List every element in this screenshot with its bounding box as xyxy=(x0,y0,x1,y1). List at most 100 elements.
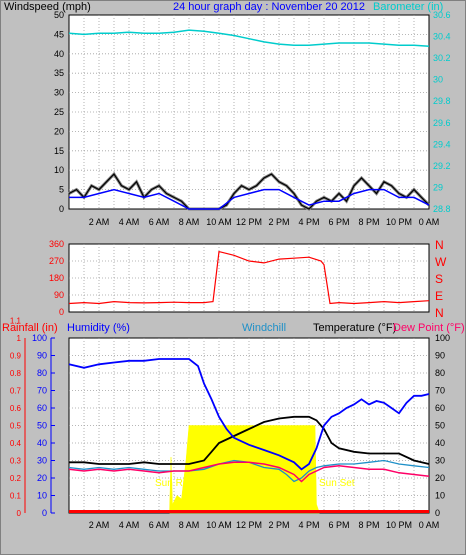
windspeed-tick-label: 25 xyxy=(54,107,64,117)
humidity-tick-label: 80 xyxy=(37,368,47,378)
rainfall-tick-label: 0.5 xyxy=(10,422,22,431)
direction-tick-label: 270 xyxy=(49,256,64,266)
rainfall-tick-label: 0 xyxy=(17,509,22,518)
windspeed-tick-label: 5 xyxy=(59,185,64,195)
barometer-tick-label: 29.6 xyxy=(433,118,451,128)
x-tick-label: 6 PM xyxy=(328,520,349,530)
compass-direction-label: E xyxy=(435,289,443,303)
panel3-rain-ticks: 0 0.1 0.2 0.3 0.4 0.5 0.6 0.7 0.8 0.9 1 1.1 xyxy=(10,317,26,518)
rainfall-tick-label: 0.4 xyxy=(10,439,22,448)
x-tick-label: 6 AM xyxy=(149,217,170,227)
wind-average-series xyxy=(69,188,430,210)
temperature-tick-label: 90 xyxy=(435,351,445,361)
chart-title: 24 hour graph day : November 20 2012 xyxy=(173,1,365,13)
panel3-humidity-ticks: 0 10 20 30 40 50 60 70 80 90 100 xyxy=(32,333,55,518)
sunset-label: Sun Set xyxy=(319,478,355,489)
humidity-tick-label: 30 xyxy=(37,456,47,466)
humidity-axis-label: Humidity (%) xyxy=(67,322,130,334)
humidity-tick-label: 40 xyxy=(37,438,47,448)
temperature-tick-label: 70 xyxy=(435,386,445,396)
x-tick-label: 4 AM xyxy=(119,520,140,530)
compass-direction-label: N xyxy=(435,306,444,320)
x-tick-label: 10 PM xyxy=(386,520,412,530)
windchill-axis-label: Windchill xyxy=(242,322,286,334)
panel1-series xyxy=(68,29,431,211)
x-tick-label: 2 PM xyxy=(268,520,289,530)
humidity-tick-label: 0 xyxy=(42,508,47,518)
rainfall-tick-label: 0.8 xyxy=(10,369,22,378)
barometer-tick-label: 30.2 xyxy=(433,53,451,63)
x-tick-label: 8 PM xyxy=(358,217,379,227)
panel2-series xyxy=(68,250,430,305)
x-tick-label: 8 PM xyxy=(358,520,379,530)
barometer-tick-label: 30 xyxy=(433,75,443,85)
compass-direction-label: W xyxy=(435,255,447,269)
x-tick-label: 8 AM xyxy=(179,520,200,530)
temperature-axis-label: Temperature (°F) xyxy=(313,322,396,334)
x-tick-label: 4 PM xyxy=(298,217,319,227)
temperature-tick-label: 60 xyxy=(435,403,445,413)
temperature-tick-label: 30 xyxy=(435,456,445,466)
solar-area xyxy=(169,425,320,514)
rainfall-tick-label: 1.1 xyxy=(10,317,22,326)
wind-direction-series xyxy=(68,250,430,305)
humidity-tick-label: 20 xyxy=(37,473,47,483)
rainfall-tick-label: 0.3 xyxy=(10,457,22,466)
x-tick-label: 10 AM xyxy=(206,217,232,227)
temperature-tick-label: 80 xyxy=(435,368,445,378)
barometer-tick-label: 29.2 xyxy=(433,161,451,171)
humidity-tick-label: 10 xyxy=(37,491,47,501)
rainfall-tick-label: 1 xyxy=(17,334,22,343)
x-tick-label: 12 PM xyxy=(236,520,262,530)
rainfall-tick-label: 0.6 xyxy=(10,404,22,413)
panel3-right-ticks: 0 10 20 30 40 50 60 70 80 90 100 xyxy=(435,333,450,518)
barometer-tick-label: 29.8 xyxy=(433,96,451,106)
temperature-series xyxy=(69,415,430,465)
compass-direction-label: S xyxy=(435,272,443,286)
compass-direction-label: N xyxy=(435,238,444,252)
x-tick-label: 0 AM xyxy=(419,217,440,227)
barometer-tick-label: 29 xyxy=(433,182,443,192)
x-tick-label: 10 AM xyxy=(206,520,232,530)
x-tick-label: 0 AM xyxy=(419,520,440,530)
panel1-x-ticks: 2 AM 4 AM 6 AM 8 AM 10 AM 12 PM 2 PM 4 PM 6 PM 8 … xyxy=(89,217,440,227)
temperature-tick-label: 50 xyxy=(435,421,445,431)
dewpoint-axis-label: Dew Point (°F) xyxy=(393,322,465,334)
barometer-tick-label: 28.8 xyxy=(433,204,451,214)
x-tick-label: 2 AM xyxy=(89,520,110,530)
rainfall-tick-label: 0.1 xyxy=(10,492,22,501)
windspeed-tick-label: 15 xyxy=(54,146,64,156)
humidity-tick-label: 90 xyxy=(37,351,47,361)
sunrise-label: Sun Rise xyxy=(155,478,196,489)
windspeed-axis-label: Windspeed (mph) xyxy=(4,1,91,13)
windchill-series xyxy=(68,459,430,483)
direction-tick-label: 180 xyxy=(49,273,64,283)
windspeed-tick-label: 40 xyxy=(54,49,64,59)
x-tick-label: 2 PM xyxy=(268,217,289,227)
dewpoint-series xyxy=(68,461,430,483)
humidity-tick-label: 70 xyxy=(37,386,47,396)
temperature-tick-label: 20 xyxy=(435,473,445,483)
x-tick-label: 8 AM xyxy=(179,217,200,227)
panel3-x-ticks: 2 AM 4 AM 6 AM 8 AM 10 AM 12 PM 2 PM 4 PM 6 PM 8 … xyxy=(89,520,440,530)
rainfall-tick-label: 0.7 xyxy=(10,387,22,396)
windspeed-tick-label: 35 xyxy=(54,68,64,78)
humidity-tick-label: 60 xyxy=(37,403,47,413)
x-tick-label: 4 PM xyxy=(298,520,319,530)
barometer-tick-label: 30.6 xyxy=(433,10,451,20)
barometer-tick-label: 30.4 xyxy=(433,32,451,42)
humidity-tick-label: 50 xyxy=(37,421,47,431)
humidity-series xyxy=(68,358,430,471)
temperature-tick-label: 0 xyxy=(435,508,440,518)
rainfall-tick-label: 0.9 xyxy=(10,352,22,361)
x-tick-label: 12 PM xyxy=(236,217,262,227)
x-tick-label: 6 AM xyxy=(149,520,170,530)
barometer-series xyxy=(68,29,430,48)
temperature-tick-label: 10 xyxy=(435,491,445,501)
windspeed-tick-label: 45 xyxy=(54,29,64,39)
windspeed-tick-label: 0 xyxy=(59,204,64,214)
barometer-axis-label: Barometer (in) xyxy=(373,1,443,13)
